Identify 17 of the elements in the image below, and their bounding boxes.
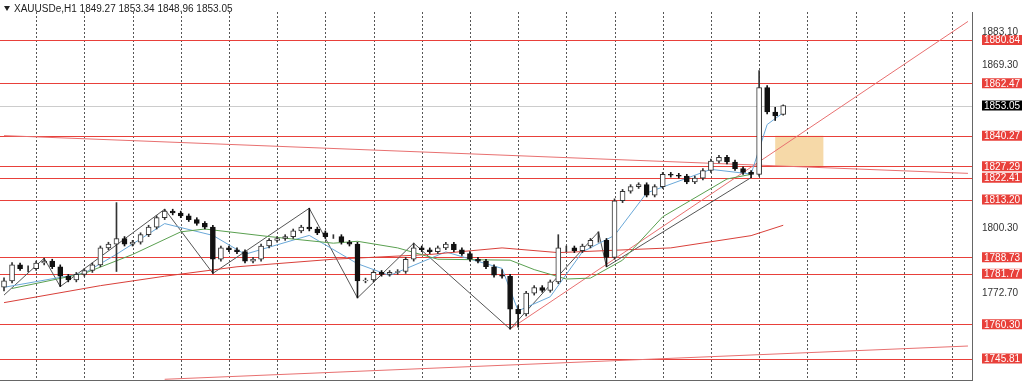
- ref-line-label: 1760.30: [984, 318, 1021, 330]
- ref-line-label: 1827.29: [984, 160, 1021, 172]
- ref-line-label: 1862.47: [984, 77, 1021, 89]
- ref-line-label: 1853.05: [984, 99, 1021, 111]
- ref-line-label: 1813.20: [984, 193, 1021, 205]
- candlestick: [499, 269, 505, 279]
- ref-line-label: 1880.84: [984, 34, 1021, 46]
- ref-line-label: 1781.77: [984, 267, 1021, 279]
- chart-title: XAUUSDe,H1 1849.27 1853.34 1848.96 1853.05: [14, 3, 233, 14]
- y-tick-label: 1869.30: [982, 58, 1019, 70]
- ref-line-label: 1745.81: [984, 352, 1021, 364]
- candlestick: [515, 305, 521, 328]
- y-tick-label: 1800.30: [982, 221, 1019, 233]
- ref-line-label: 1840.27: [984, 129, 1021, 141]
- y-tick-label: 1772.70: [982, 286, 1019, 298]
- ref-line-label: 1788.73: [984, 251, 1021, 263]
- ref-line-label: 1822.41: [984, 172, 1021, 184]
